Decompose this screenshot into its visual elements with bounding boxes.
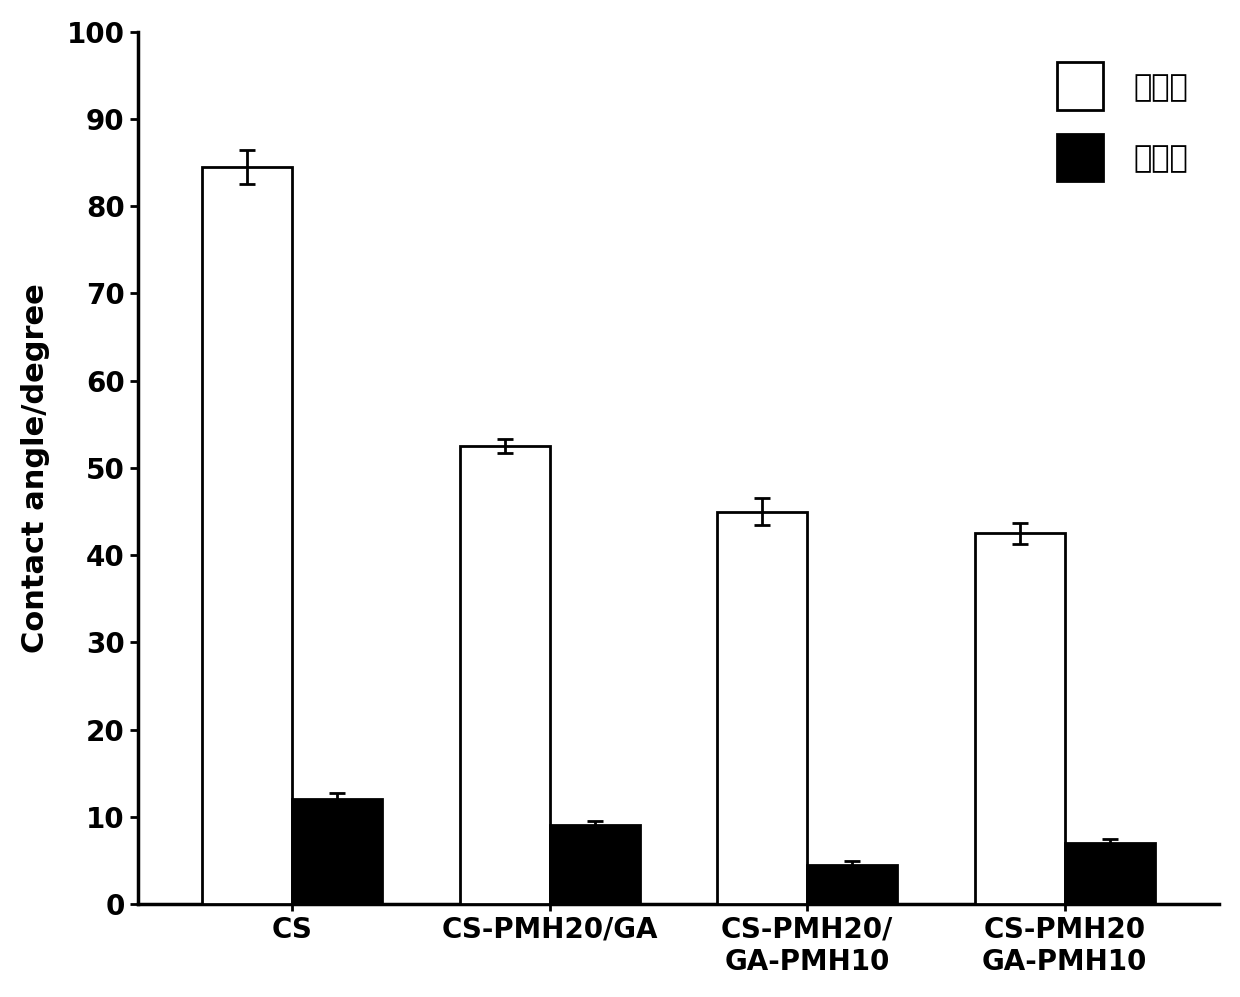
Bar [717, 511, 807, 904]
Legend: 前进角, 后退角: 前进角, 后退角 [1042, 47, 1204, 196]
Bar [549, 826, 640, 904]
Bar [1065, 842, 1154, 904]
Y-axis label: Contact angle/degree: Contact angle/degree [21, 283, 50, 653]
Bar [293, 800, 382, 904]
Bar [460, 446, 549, 904]
Bar [202, 167, 293, 904]
Bar [807, 864, 898, 904]
Bar [975, 533, 1065, 904]
